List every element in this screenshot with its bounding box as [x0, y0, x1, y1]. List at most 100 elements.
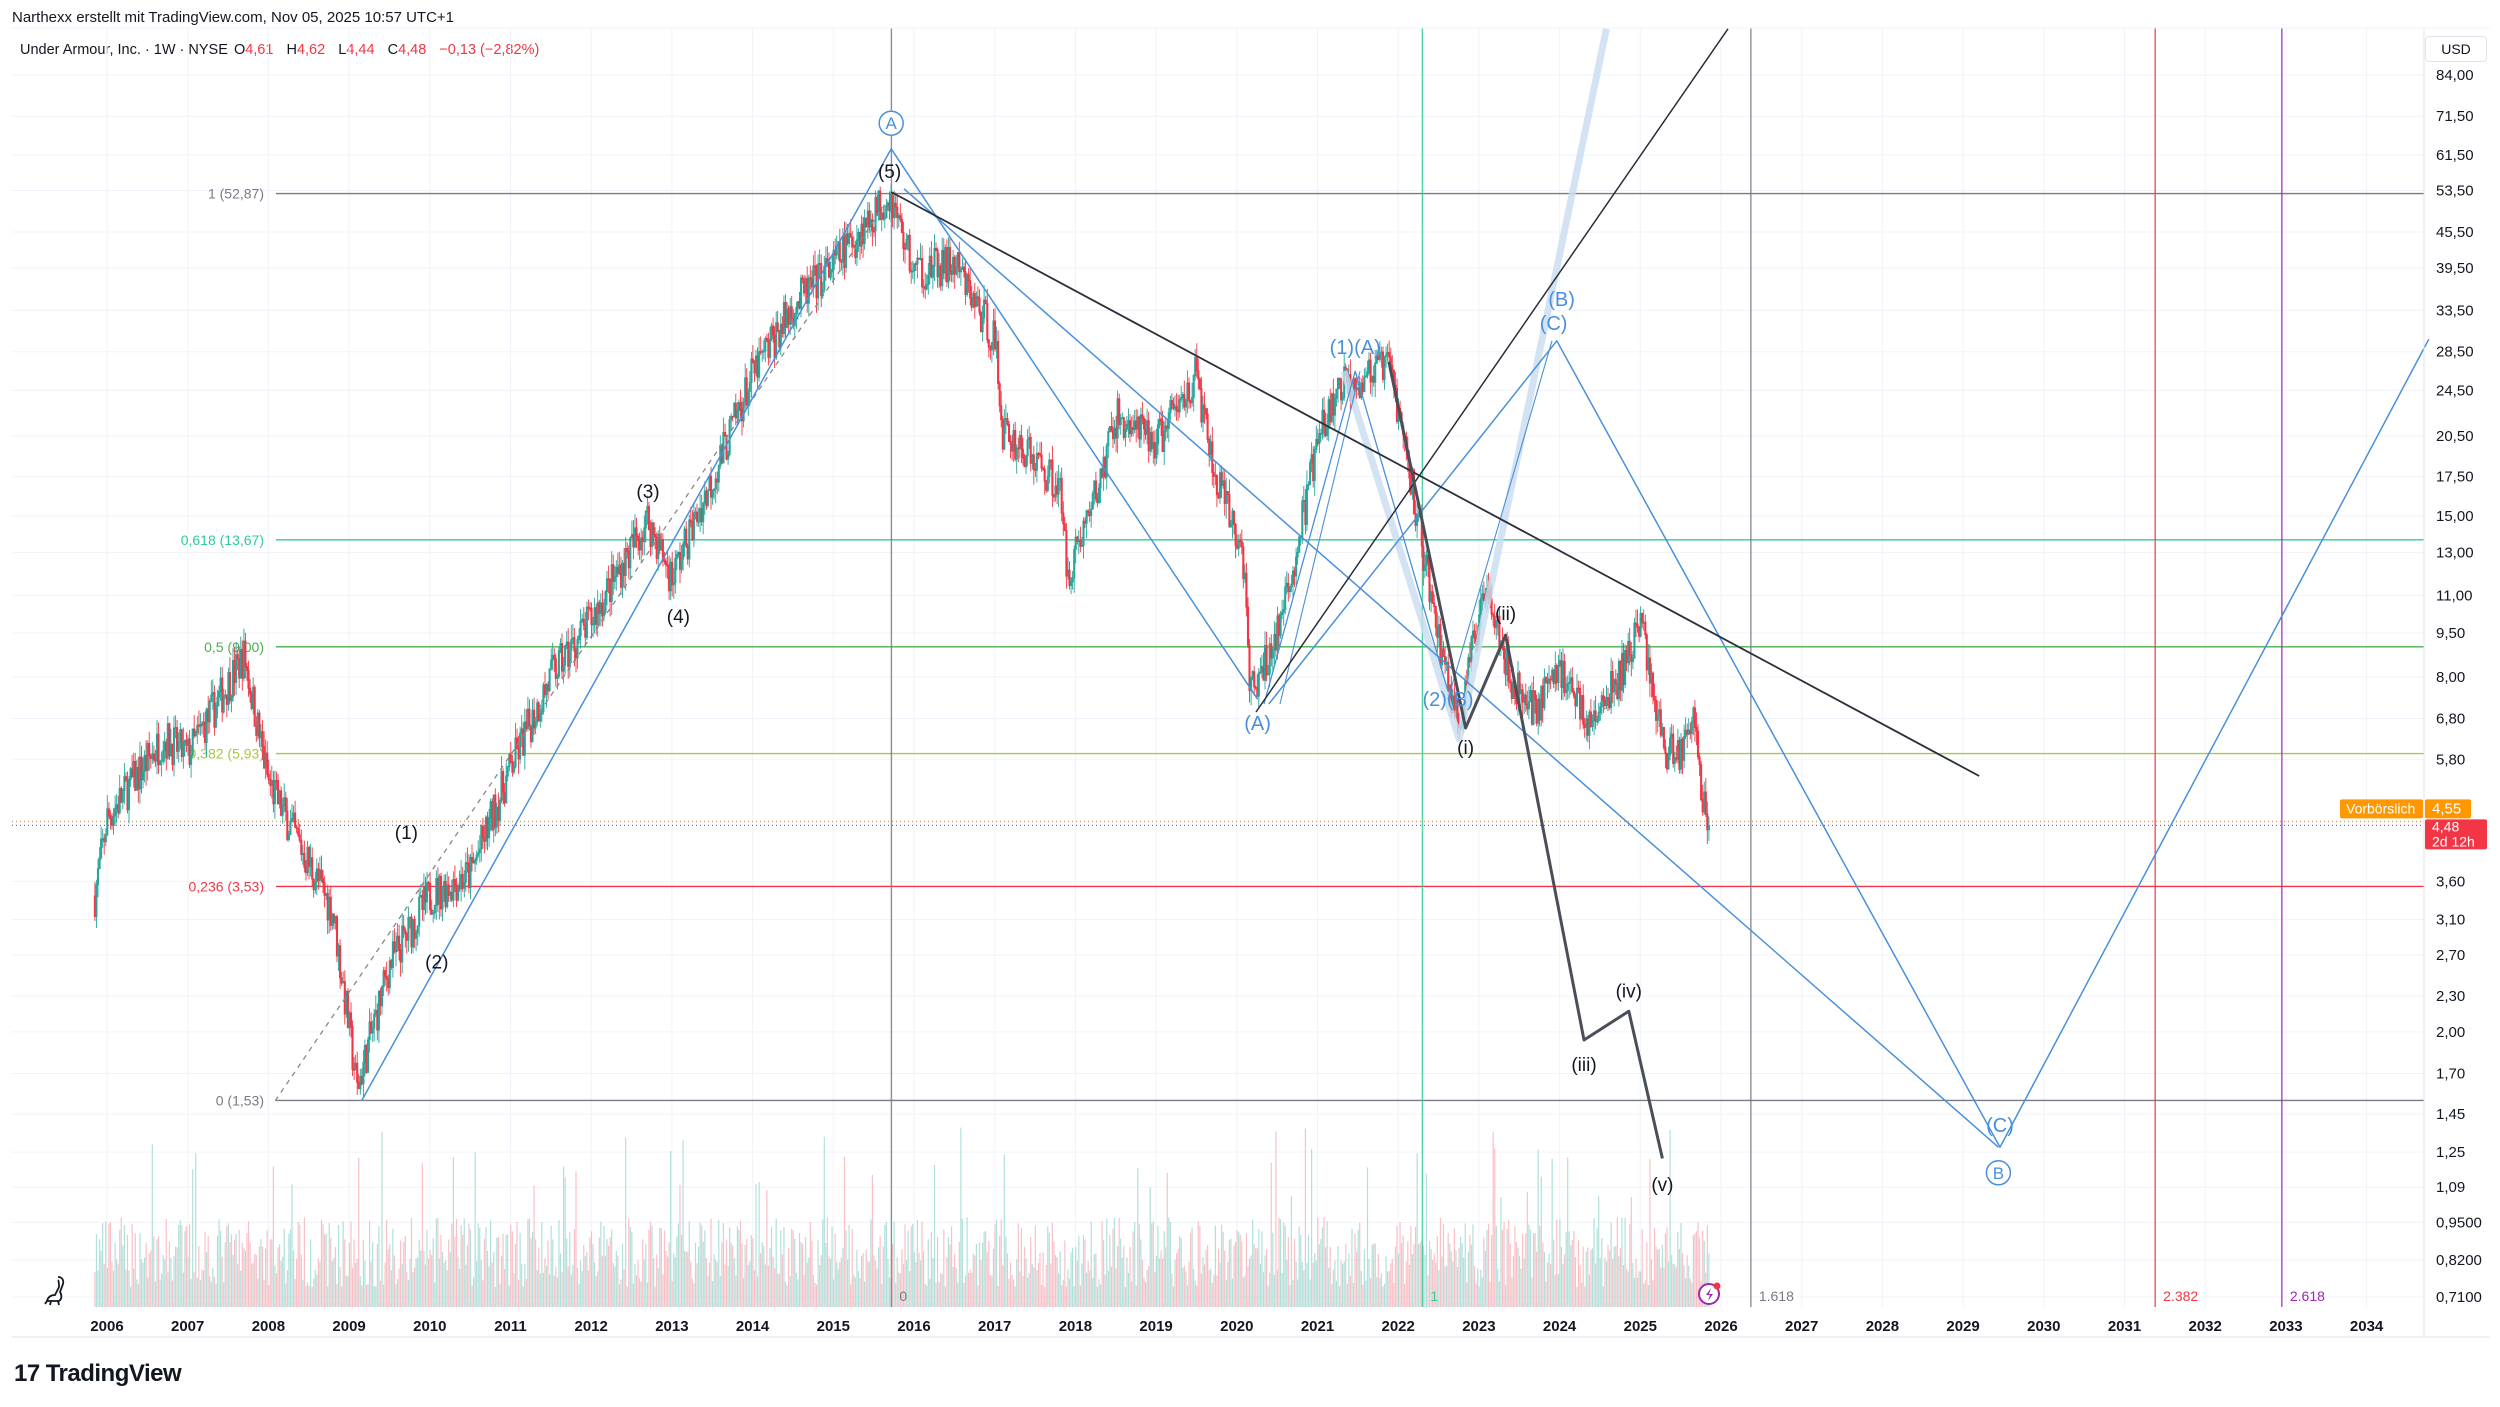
candle — [848, 224, 851, 248]
candle — [941, 237, 944, 292]
candle — [169, 728, 172, 757]
candle — [751, 344, 754, 364]
volume-bar — [884, 1224, 886, 1307]
volume-bar — [829, 1258, 832, 1307]
volume-bar — [396, 1279, 399, 1307]
candle — [1575, 674, 1579, 708]
candle — [1540, 685, 1543, 726]
candle — [1032, 445, 1035, 485]
year-tick-label: 2023 — [1462, 1318, 1495, 1335]
volume-bar — [445, 1260, 447, 1307]
volume-bar — [1497, 1268, 1499, 1307]
candle — [168, 722, 171, 760]
candle — [1071, 570, 1074, 590]
volume-bar — [1346, 1283, 1348, 1307]
candle — [522, 722, 525, 757]
candle — [1571, 667, 1574, 694]
volume-bar — [1369, 1278, 1372, 1307]
candle — [131, 754, 134, 778]
drawings[interactable] — [274, 28, 2430, 1159]
candle — [1551, 667, 1554, 682]
volume-bar — [1685, 1278, 1687, 1307]
volume-bar — [1647, 1284, 1649, 1307]
candle — [107, 802, 110, 819]
volume-bar — [202, 1270, 205, 1307]
volume-bar — [427, 1258, 430, 1307]
volume-bar — [1121, 1257, 1123, 1307]
candle — [933, 234, 936, 281]
volume-bar — [1005, 1236, 1007, 1307]
volume-bar — [1464, 1223, 1466, 1307]
volume-bar — [618, 1284, 621, 1307]
volume-bar — [362, 1240, 364, 1307]
price-tick-label: 13,00 — [2436, 545, 2474, 562]
volume-bar — [690, 1261, 692, 1307]
volume-bar — [932, 1257, 934, 1307]
wave-label-blue: (C) — [1986, 1115, 2014, 1137]
candle — [803, 274, 806, 297]
candle — [1416, 502, 1419, 539]
volume-bar — [1528, 1224, 1530, 1307]
symbol-name[interactable]: Under Armour, Inc. · 1W · NYSE — [20, 42, 228, 58]
candle — [276, 773, 280, 805]
candle — [387, 974, 390, 996]
volume-bar — [488, 1266, 490, 1307]
volume-bar — [1702, 1230, 1704, 1307]
volume-bar — [327, 1286, 329, 1307]
volume-bar — [1092, 1277, 1094, 1307]
candle — [1544, 675, 1547, 684]
volume-bar — [314, 1269, 316, 1307]
volume-bar — [1573, 1230, 1575, 1307]
volume-bar — [1068, 1278, 1071, 1307]
candle — [515, 728, 519, 750]
candle — [1313, 445, 1316, 496]
volume-bar — [820, 1254, 822, 1307]
volume-bar — [1399, 1221, 1401, 1307]
price-tick-label: 0,8200 — [2436, 1252, 2482, 1269]
candle — [1329, 388, 1332, 426]
volume-bar — [1199, 1225, 1201, 1307]
candle — [149, 753, 152, 769]
candle — [1624, 644, 1627, 689]
volume-bar — [294, 1278, 296, 1307]
volume-bar — [1697, 1221, 1699, 1307]
wave-label-black: (v) — [1651, 1175, 1673, 1196]
volume-bar — [1328, 1267, 1330, 1307]
candle — [1029, 433, 1032, 472]
candle — [250, 690, 253, 711]
volume-bar — [1385, 1256, 1387, 1307]
candle — [405, 931, 408, 954]
currency-button[interactable]: USD — [2425, 36, 2487, 62]
candle — [1257, 667, 1260, 708]
candle — [1620, 640, 1624, 702]
volume-bar — [1120, 1238, 1122, 1307]
candle — [1122, 416, 1125, 441]
volume-bar — [393, 1255, 396, 1307]
candle — [345, 990, 348, 1018]
volume-bar — [991, 1275, 993, 1307]
volume-bar — [836, 1261, 838, 1307]
candle — [1430, 584, 1433, 613]
volume-bar — [769, 1247, 771, 1307]
volume-bar — [1585, 1251, 1587, 1307]
candle — [885, 199, 888, 219]
year-tick-label: 2032 — [2189, 1318, 2222, 1335]
volume-bar — [1627, 1271, 1629, 1307]
volume-bar — [480, 1260, 482, 1307]
volume-bar — [1514, 1225, 1516, 1307]
volume-bar — [1134, 1221, 1136, 1307]
volume-bar — [1520, 1268, 1522, 1307]
volume-bar — [744, 1244, 746, 1307]
volume-bar — [671, 1281, 673, 1307]
volume-bar — [1588, 1274, 1590, 1307]
volume-bar — [919, 1260, 922, 1307]
candle — [533, 697, 536, 735]
candle — [633, 514, 637, 549]
volume-bar — [848, 1224, 850, 1307]
candle — [1672, 725, 1675, 768]
candle — [1560, 652, 1563, 701]
year-tick-label: 2010 — [413, 1318, 446, 1335]
candle — [1049, 459, 1052, 470]
volume-bar — [218, 1219, 220, 1307]
